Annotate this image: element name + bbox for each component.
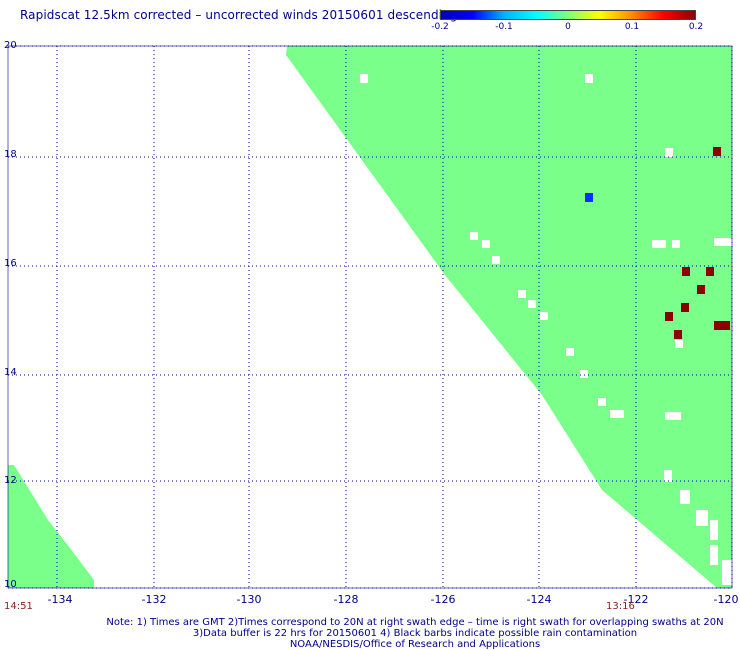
negative-diff-cell <box>585 193 593 202</box>
map-title: Rapidscat 12.5km corrected – uncorrected… <box>20 8 458 22</box>
main-swath <box>286 46 732 588</box>
gap-cell <box>665 412 681 420</box>
wind-difference-cells <box>585 147 730 339</box>
gap-cell <box>710 545 718 565</box>
gap-cell <box>518 290 526 298</box>
lon-label: -122 <box>623 593 649 606</box>
colorbar <box>440 10 696 20</box>
positive-diff-cell <box>706 267 714 276</box>
gap-cell <box>722 560 732 585</box>
lat-label: 12 <box>4 475 17 486</box>
colorbar-tick: -0.1 <box>495 22 513 32</box>
positive-diff-cell <box>681 303 689 312</box>
lat-label: 18 <box>4 149 17 160</box>
colorbar-tick: -0.2 <box>431 22 449 32</box>
gap-cell <box>665 148 673 157</box>
positive-diff-cell <box>665 312 673 321</box>
missing-data <box>360 74 732 585</box>
lat-label: 16 <box>4 258 17 269</box>
gap-cell <box>492 256 500 264</box>
gap-cell <box>710 520 718 540</box>
left-time-label: 14:51 <box>4 601 33 612</box>
gap-cell <box>580 370 588 378</box>
lon-label: -132 <box>141 593 167 606</box>
positive-diff-cell <box>722 321 730 330</box>
lon-label: -130 <box>236 593 262 606</box>
gap-cell <box>672 240 680 248</box>
positive-diff-cell <box>713 147 721 156</box>
note-line-2: 3)Data buffer is 22 hrs for 20150601 4) … <box>192 628 638 639</box>
lat-label: 10 <box>4 579 17 590</box>
lon-label: -124 <box>526 593 552 606</box>
note-line-3: NOAA/NESDIS/Office of Research and Appli… <box>289 639 541 650</box>
gap-cell <box>566 348 574 356</box>
lon-label: -120 <box>713 593 739 606</box>
positive-diff-cell <box>697 285 705 294</box>
colorbar-tick: 0 <box>565 22 571 32</box>
gap-cell <box>360 74 368 83</box>
plot-frame <box>7 45 733 589</box>
lon-label: -126 <box>430 593 456 606</box>
lat-lon-grid <box>7 45 733 589</box>
lon-label: -128 <box>333 593 359 606</box>
gap-cell <box>664 470 672 482</box>
gap-cell <box>540 312 548 320</box>
positive-diff-cell <box>674 330 682 339</box>
gap-cell <box>470 232 478 240</box>
colorbar-tick: 0.2 <box>688 22 704 32</box>
lat-label: 20 <box>4 40 17 51</box>
positive-diff-cell <box>714 321 722 330</box>
positive-diff-cell <box>682 267 690 276</box>
gap-cell <box>714 238 732 246</box>
gap-cell <box>482 240 490 248</box>
gap-cell <box>585 74 593 83</box>
note-line-1: Note: 1) Times are GMT 2)Times correspon… <box>106 617 724 628</box>
gap-cell <box>528 300 536 308</box>
gap-cell <box>675 340 683 348</box>
right-time-label: 13:16 <box>606 601 635 612</box>
gap-cell <box>598 398 606 406</box>
lat-label: 14 <box>4 367 17 378</box>
gap-cell <box>652 240 666 248</box>
gap-cell <box>696 510 708 526</box>
left-swath <box>8 465 94 588</box>
colorbar-tick: 0.1 <box>624 22 640 32</box>
gap-cell <box>680 490 690 504</box>
gap-cell <box>610 410 624 418</box>
lon-label: -134 <box>47 593 73 606</box>
swath-coverage <box>8 46 732 588</box>
